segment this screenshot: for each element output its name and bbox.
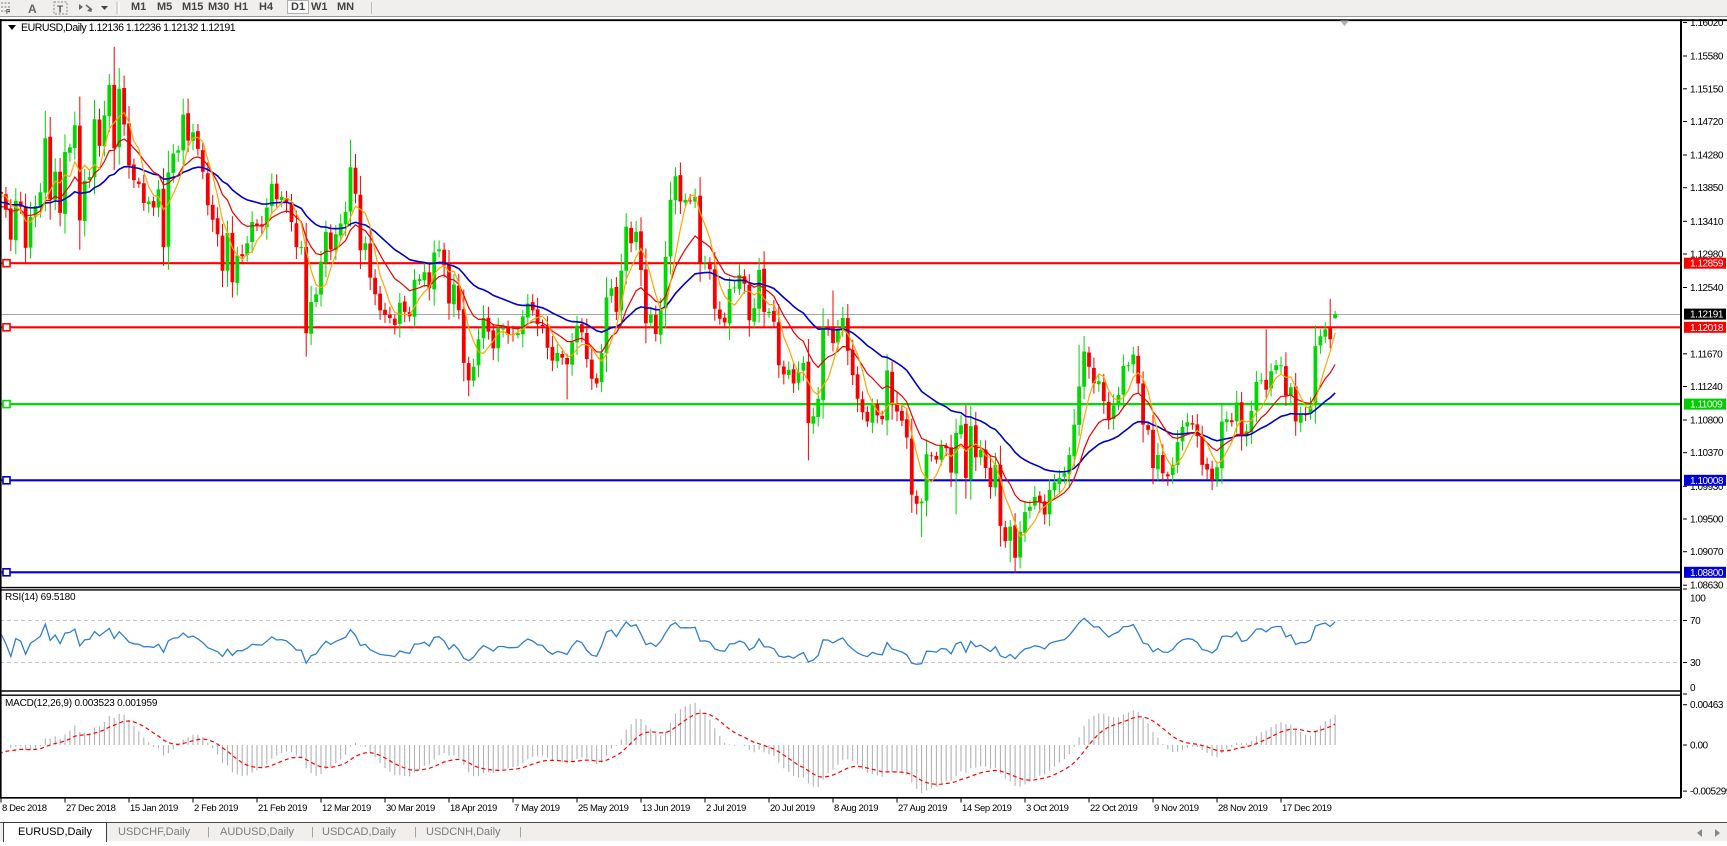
svg-text:9 Nov 2019: 9 Nov 2019	[1154, 803, 1199, 814]
svg-text:8 Aug 2019: 8 Aug 2019	[834, 803, 878, 814]
svg-text:3 Oct 2019: 3 Oct 2019	[1026, 803, 1069, 814]
svg-text:12 Mar 2019: 12 Mar 2019	[322, 803, 371, 814]
svg-text:1.11240: 1.11240	[1690, 382, 1723, 393]
svg-text:2 Feb 2019: 2 Feb 2019	[194, 803, 238, 814]
svg-text:0: 0	[1690, 683, 1696, 694]
svg-text:1.08800: 1.08800	[1690, 568, 1724, 579]
svg-text:22 Oct 2019: 22 Oct 2019	[1090, 803, 1137, 814]
svg-text:A: A	[28, 2, 37, 16]
svg-text:RSI(14) 69.5180: RSI(14) 69.5180	[5, 592, 76, 603]
svg-text:1.10800: 1.10800	[1690, 416, 1724, 427]
svg-text:1.15580: 1.15580	[1690, 52, 1724, 63]
svg-text:1.10370: 1.10370	[1690, 448, 1724, 459]
svg-text:27 Dec 2018: 27 Dec 2018	[66, 803, 116, 814]
svg-text:17 Dec 2019: 17 Dec 2019	[1282, 803, 1332, 814]
svg-text:1.11670: 1.11670	[1690, 349, 1723, 360]
svg-text:100: 100	[1690, 594, 1706, 605]
svg-text:15 Jan 2019: 15 Jan 2019	[130, 803, 178, 814]
svg-text:14 Sep 2019: 14 Sep 2019	[962, 803, 1012, 814]
svg-text:20 Jul 2019: 20 Jul 2019	[770, 803, 815, 814]
svg-text:1.14280: 1.14280	[1690, 151, 1724, 162]
svg-text:1.12191: 1.12191	[1690, 310, 1724, 321]
svg-text:27 Aug 2019: 27 Aug 2019	[898, 803, 947, 814]
svg-text:F: F	[6, 9, 10, 16]
svg-text:1.12859: 1.12859	[1690, 259, 1724, 270]
svg-text:7 May 2019: 7 May 2019	[514, 803, 560, 814]
svg-text:25 May 2019: 25 May 2019	[578, 803, 629, 814]
svg-text:2 Jul 2019: 2 Jul 2019	[706, 803, 746, 814]
svg-text:30 Mar 2019: 30 Mar 2019	[386, 803, 435, 814]
svg-text:1.16020: 1.16020	[1690, 18, 1724, 29]
svg-text:1.12018: 1.12018	[1690, 323, 1724, 334]
svg-text:8 Dec 2018: 8 Dec 2018	[2, 803, 47, 814]
svg-text:1.09930: 1.09930	[1690, 482, 1724, 493]
svg-text:1.09070: 1.09070	[1690, 547, 1724, 558]
svg-text:1.12980: 1.12980	[1690, 250, 1724, 261]
svg-text:1.13850: 1.13850	[1690, 183, 1724, 194]
svg-text:-0.005299: -0.005299	[1690, 787, 1727, 798]
svg-text:T: T	[57, 5, 63, 16]
svg-text:1.12540: 1.12540	[1690, 283, 1724, 294]
svg-text:1.10008: 1.10008	[1690, 476, 1724, 487]
svg-text:MACD(12,26,9) 0.003523 0.00195: MACD(12,26,9) 0.003523 0.001959	[5, 698, 158, 709]
svg-text:28 Nov 2019: 28 Nov 2019	[1218, 803, 1268, 814]
svg-text:18 Apr 2019: 18 Apr 2019	[450, 803, 497, 814]
svg-text:1.13410: 1.13410	[1690, 217, 1724, 228]
svg-text:1.15150: 1.15150	[1690, 84, 1724, 95]
svg-text:EURUSD,Daily 1.12136 1.12236: EURUSD,Daily 1.12136 1.12236 1.12132 1.1…	[21, 22, 236, 34]
svg-text:21 Feb 2019: 21 Feb 2019	[258, 803, 307, 814]
svg-text:1.09500: 1.09500	[1690, 515, 1724, 526]
svg-text:0.00: 0.00	[1690, 741, 1709, 752]
svg-text:30: 30	[1690, 658, 1701, 669]
svg-text:1.08630: 1.08630	[1690, 581, 1724, 592]
svg-text:1.11009: 1.11009	[1690, 400, 1723, 411]
svg-text:0.00463: 0.00463	[1690, 700, 1724, 711]
svg-text:70: 70	[1690, 616, 1701, 627]
svg-text:1.14720: 1.14720	[1690, 117, 1724, 128]
svg-text:13 Jun 2019: 13 Jun 2019	[642, 803, 690, 814]
